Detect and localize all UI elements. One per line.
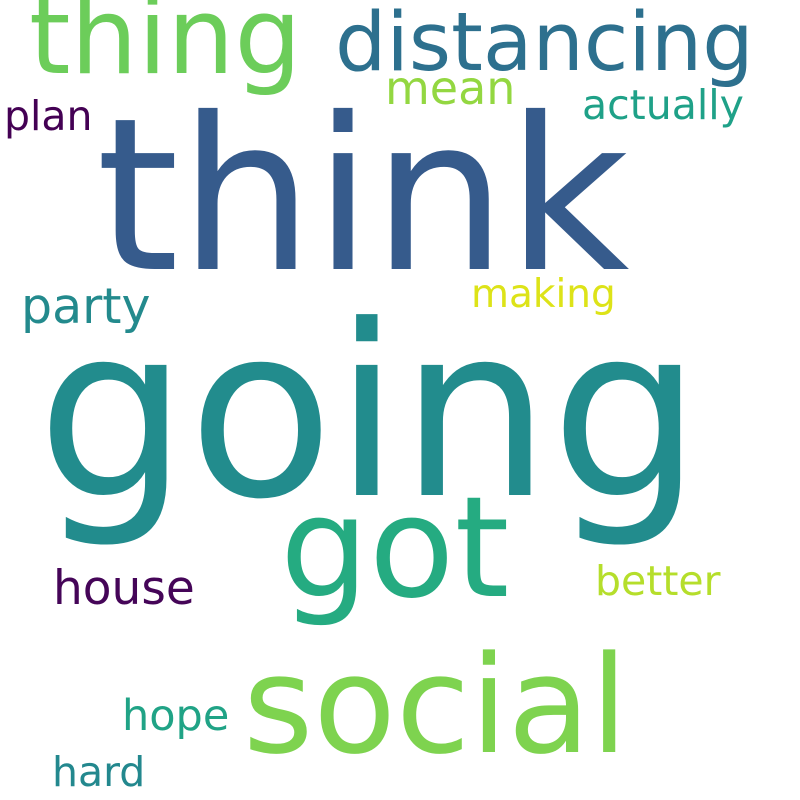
word-house: house [53, 561, 195, 616]
word-party: party [21, 278, 151, 335]
word-distancing: distancing [335, 0, 754, 90]
word-hard: hard [52, 748, 146, 796]
word-plan: plan [4, 92, 93, 140]
word-better: better [595, 557, 721, 605]
word-going: going [37, 275, 702, 552]
word-thing: thing [29, 0, 302, 98]
word-think: think [96, 72, 630, 319]
word-hope: hope [122, 691, 230, 741]
word-actually: actually [582, 81, 744, 129]
word-got: got [280, 467, 510, 630]
word-making: making [471, 272, 616, 317]
word-mean: mean [385, 61, 516, 115]
word-social: social [243, 627, 628, 784]
